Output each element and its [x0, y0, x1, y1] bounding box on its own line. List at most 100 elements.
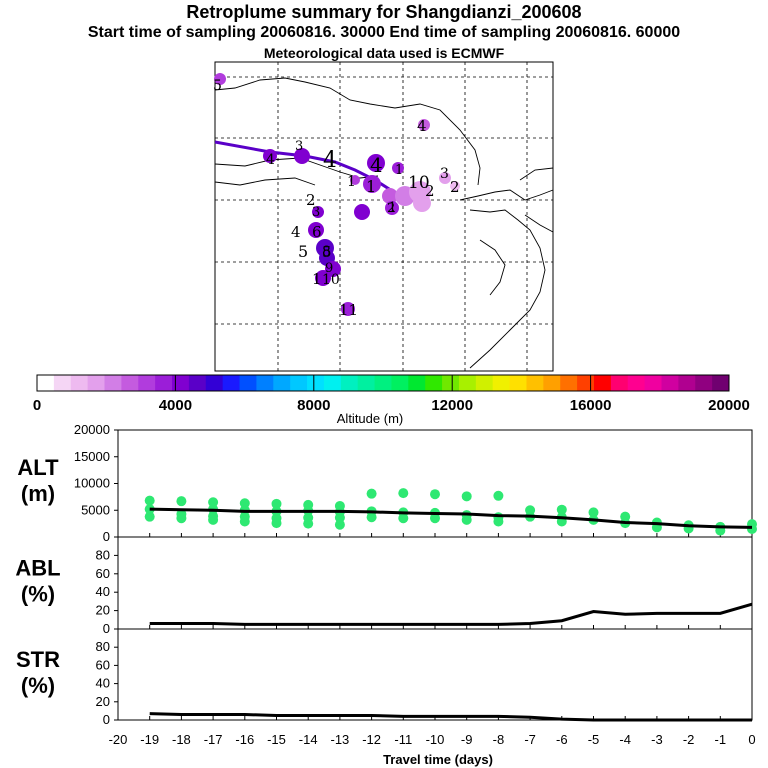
alt-point — [493, 516, 504, 527]
plume-dot — [385, 201, 399, 215]
colorbar-swatch — [239, 375, 257, 391]
trajectory-label: 6 — [312, 223, 322, 241]
trajectory-label: 8 — [322, 244, 331, 260]
colorbar-swatch — [374, 375, 392, 391]
x-tick-label: -18 — [172, 732, 191, 747]
x-tick-label: -8 — [493, 732, 505, 747]
x-tick-label: -20 — [109, 732, 128, 747]
alt-point — [430, 489, 440, 500]
plume-dot — [367, 154, 385, 172]
map-coastline — [214, 177, 316, 186]
alt-point — [461, 514, 472, 525]
alt-point — [176, 513, 187, 524]
colorbar-swatch — [155, 375, 173, 391]
y-tick-label: 0 — [103, 712, 110, 727]
colorbar-title: Altitude (m) — [337, 411, 403, 426]
colorbar-swatch — [644, 375, 662, 391]
y-tick-label: 20000 — [74, 422, 110, 437]
trajectory-label: 2 — [450, 178, 460, 196]
panel-abl: 0 20 40 60 80 ABL(%) — [15, 536, 753, 636]
plume-dot — [382, 188, 398, 204]
str-line — [149, 712, 752, 722]
y-tick-label: 0 — [103, 529, 110, 544]
trajectory-label: 4 — [291, 223, 301, 241]
plume-dot — [354, 204, 370, 220]
met-data-line: Meteorological data used is ECMWF — [263, 45, 505, 61]
plume-dot — [263, 149, 277, 163]
x-tick-label: -5 — [588, 732, 600, 747]
plume-dot — [308, 222, 324, 238]
abl-line — [149, 602, 753, 626]
colorbar-swatch — [273, 375, 291, 391]
panel-str: 0 20 40 60 80 STR(%) — [16, 628, 753, 727]
colorbar-swatch — [172, 375, 190, 391]
alt-point — [461, 491, 472, 502]
y-tick-label: 20 — [96, 694, 110, 709]
trajectory-label: 1 — [312, 270, 322, 288]
colorbar-swatch — [323, 375, 342, 391]
x-axis-title: Travel time (days) — [383, 752, 493, 767]
colorbar-swatch — [509, 375, 527, 391]
trajectory-label: 4 — [323, 148, 337, 173]
time-axis: -20 -19 -18 -17 -16 -15 -14 -13 -12 -11 -10 -9 -8 -7-… — [109, 732, 756, 767]
map-coastline — [469, 209, 546, 369]
alt-point — [366, 512, 377, 523]
chart-subtitle: Start time of sampling 20060816. 30000 E… — [87, 24, 681, 41]
alt-point — [239, 516, 250, 527]
x-tick-label: -3 — [651, 732, 663, 747]
colorbar-swatch — [205, 375, 224, 391]
colorbar-swatch — [37, 375, 55, 391]
panel-label: STR — [16, 647, 60, 672]
plume-dot — [363, 175, 381, 193]
alt-point — [271, 518, 282, 529]
colorbar-swatch — [391, 375, 409, 391]
y-tick-label: 40 — [96, 584, 110, 599]
colorbar-swatch — [577, 375, 595, 391]
x-tick-label: -2 — [683, 732, 695, 747]
trajectory-label: 4 — [370, 153, 383, 177]
colorbar-swatch — [678, 375, 696, 391]
plume-dot — [341, 302, 355, 316]
alt-point — [144, 495, 155, 506]
plume-dot — [439, 172, 451, 184]
panel-label-unit: (m) — [21, 481, 55, 506]
y-tick-label: 60 — [96, 566, 110, 581]
colorbar-swatch — [661, 375, 679, 391]
alt-point — [366, 488, 377, 499]
map-panel — [214, 61, 554, 372]
alt-point — [334, 519, 345, 530]
colorbar-swatch — [138, 375, 156, 391]
trajectory-label: 3 — [440, 166, 449, 182]
alt-point — [271, 498, 282, 509]
x-tick-label: -4 — [619, 732, 631, 747]
colorbar-swatch — [610, 375, 629, 391]
panel-frame — [117, 536, 753, 630]
trajectory-label: 5 — [213, 78, 222, 94]
colorbar-tick-label: 16000 — [570, 397, 612, 414]
y-tick-label: 80 — [96, 639, 110, 654]
trajectory-label: 11 — [339, 301, 358, 319]
x-tick-label: 0 — [748, 732, 755, 747]
y-tick-label: 0 — [103, 621, 110, 636]
panel-label: ALT — [17, 455, 59, 480]
x-tick-label: -19 — [140, 732, 159, 747]
trajectory-label: 1 — [388, 200, 397, 216]
trajectory-label: 1 — [366, 177, 376, 196]
map-coastline — [459, 189, 554, 201]
alt-point — [430, 513, 440, 524]
colorbar-swatch — [593, 375, 612, 391]
alt-point — [176, 496, 187, 507]
colorbar-swatch — [627, 375, 646, 391]
alt-point — [208, 514, 219, 525]
colorbar-swatch — [290, 375, 308, 391]
x-tick-label: -15 — [267, 732, 286, 747]
colorbar-swatch — [425, 375, 443, 391]
colorbar-swatch — [53, 375, 72, 391]
x-tick-label: -7 — [524, 732, 536, 747]
alt-point — [334, 512, 345, 523]
plume-dot — [450, 181, 460, 191]
x-tick-label: -1 — [715, 732, 727, 747]
panel-label-unit: (%) — [21, 582, 55, 607]
colorbar-swatch — [712, 375, 730, 391]
